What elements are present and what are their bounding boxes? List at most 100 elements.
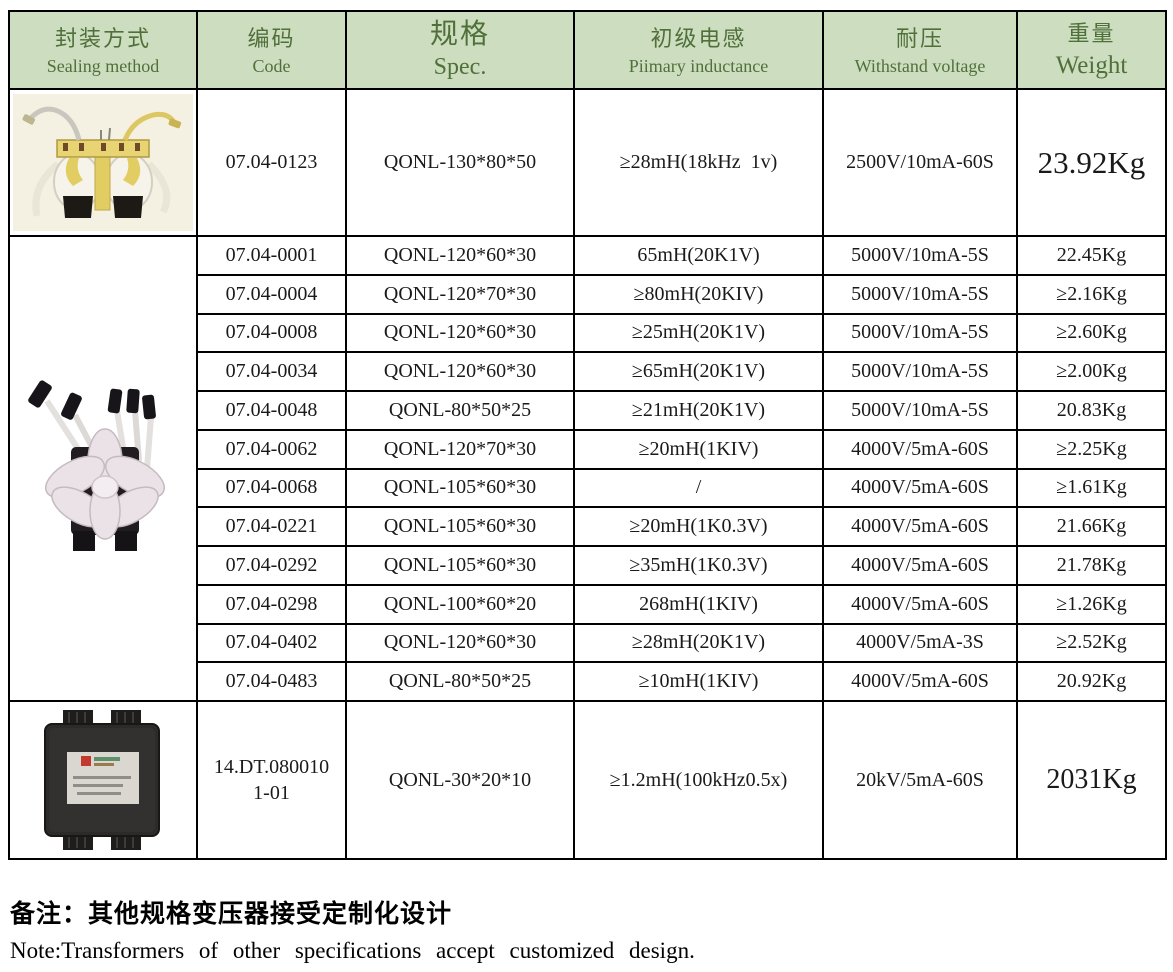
table-row: 07.04-0298 QONL-100*60*20 268mH(1KIV) 40…	[9, 583, 1167, 625]
code-cell: 07.04-0298	[196, 583, 347, 625]
note-chinese: 备注：其他规格变压器接受定制化设计	[10, 900, 453, 928]
weight-value: ≥2.00Kg	[1056, 360, 1127, 383]
weight-cell: ≥1.26Kg	[1016, 583, 1167, 625]
voltage-value: 4000V/5mA-60S	[851, 515, 989, 538]
weight-value: ≥1.61Kg	[1056, 476, 1127, 499]
spec-cell: QONL-120*70*30	[345, 273, 575, 315]
col-header-sealing-method: 封装方式 Sealing method	[8, 10, 198, 90]
col-header-zh: 重量	[1067, 21, 1116, 47]
transformer-photo-1-graphic	[13, 94, 193, 231]
weight-value: ≥1.26Kg	[1056, 592, 1127, 615]
weight-cell: ≥2.60Kg	[1016, 312, 1167, 354]
spec-cell: QONL-130*80*50	[345, 88, 575, 237]
table-row: 07.04-0004 QONL-120*70*30 ≥80mH(20KIV) 5…	[9, 273, 1167, 315]
voltage-cell: 5000V/10mA-5S	[822, 273, 1018, 315]
spec-value: QONL-30*20*10	[388, 768, 532, 791]
table-row: 14.DT.080010 1-01 QONL-30*20*10 ≥1.2mH(1…	[8, 700, 1167, 860]
spec-value: QONL-120*60*30	[383, 631, 537, 654]
code-value: 07.04-0068	[225, 476, 318, 499]
transformer-photo-3-graphic	[11, 704, 195, 856]
voltage-cell: 2500V/10mA-60S	[822, 88, 1018, 237]
voltage-cell: 4000V/5mA-60S	[822, 428, 1018, 470]
code-cell: 07.04-0068	[196, 467, 347, 509]
spec-value: QONL-130*80*50	[383, 151, 537, 173]
voltage-value: 4000V/5mA-60S	[851, 476, 989, 499]
col-header-zh: 初级电感	[650, 25, 747, 51]
voltage-value: 5000V/10mA-5S	[851, 398, 989, 421]
voltage-cell: 5000V/10mA-5S	[822, 390, 1018, 431]
col-header-en: Code	[252, 55, 291, 76]
voltage-cell: 5000V/10mA-5S	[822, 235, 1018, 276]
inductance-value: ≥1.2mH(100kHz0.5x)	[609, 768, 788, 791]
voltage-value: 20kV/5mA-60S	[856, 768, 984, 791]
inductance-cell: ≥35mH(1K0.3V)	[573, 545, 824, 586]
code-cell: 07.04-0123	[196, 88, 347, 237]
voltage-value: 5000V/10mA-5S	[851, 243, 989, 266]
voltage-cell: 4000V/5mA-60S	[822, 583, 1018, 625]
col-header-withstand-voltage: 耐压 Withstand voltage	[822, 10, 1018, 90]
weight-cell: 23.92Kg	[1016, 88, 1167, 237]
inductance-cell: ≥20mH(1KIV)	[573, 428, 824, 470]
yellow-bobbin-transformer-photo	[8, 88, 198, 237]
code-cell: 07.04-0048	[196, 390, 347, 431]
spec-cell: QONL-120*60*30	[345, 351, 575, 392]
weight-value: 2031Kg	[1046, 764, 1137, 795]
weight-value: 20.92Kg	[1056, 670, 1127, 693]
weight-value: 20.83Kg	[1056, 398, 1127, 421]
voltage-value: 4000V/5mA-60S	[851, 437, 989, 460]
table-row: 07.04-0221 QONL-105*60*30 ≥20mH(1K0.3V) …	[9, 506, 1167, 547]
voltage-cell: 4000V/5mA-60S	[822, 506, 1018, 547]
code-cell: 07.04-0034	[196, 351, 347, 392]
voltage-value: 5000V/10mA-5S	[851, 360, 989, 383]
col-header-primary-inductance: 初级电感 Piimary inductance	[573, 10, 824, 90]
inductance-value: ≥25mH(20K1V)	[631, 321, 766, 344]
weight-cell: ≥2.25Kg	[1016, 428, 1167, 470]
col-header-zh: 规格	[429, 19, 490, 51]
spec-cell: QONL-105*60*30	[345, 545, 575, 586]
col-header-zh: 封装方式	[54, 25, 151, 51]
spec-cell: QONL-105*60*30	[345, 467, 575, 509]
table-row: 07.04-0062 QONL-120*70*30 ≥20mH(1KIV) 40…	[9, 428, 1167, 470]
code-value: 07.04-0004	[225, 282, 318, 305]
voltage-value: 4000V/5mA-60S	[851, 592, 989, 615]
inductance-cell: ≥25mH(20K1V)	[573, 312, 824, 354]
inductance-cell: ≥21mH(20K1V)	[573, 390, 824, 431]
spec-cell: QONL-80*50*25	[345, 661, 575, 702]
voltage-value: 4000V/5mA-3S	[856, 631, 984, 654]
col-header-en: Withstand voltage	[854, 55, 986, 76]
note-english: Note:Transformers of other specification…	[10, 938, 695, 963]
footnotes: 备注：其他规格变压器接受定制化设计 Note:Transformers of o…	[10, 894, 1165, 964]
wound-coil-transformer-photo	[8, 235, 198, 702]
weight-value: ≥2.25Kg	[1056, 437, 1127, 460]
spec-value: QONL-100*60*20	[383, 592, 537, 615]
col-header-spec: 规格 Spec.	[345, 10, 575, 90]
code-cell: 07.04-0001	[196, 235, 347, 276]
weight-value: 21.78Kg	[1056, 553, 1127, 576]
spec-value: QONL-120*60*30	[383, 360, 537, 383]
voltage-cell: 5000V/10mA-5S	[822, 312, 1018, 354]
col-header-zh: 编码	[247, 25, 296, 51]
spec-value: QONL-80*50*25	[388, 398, 532, 421]
weight-value: ≥2.16Kg	[1056, 282, 1127, 305]
spec-cell: QONL-105*60*30	[345, 506, 575, 547]
table-row: 07.04-0034 QONL-120*60*30 ≥65mH(20K1V) 5…	[9, 351, 1167, 392]
weight-cell: 22.45Kg	[1016, 235, 1167, 276]
spec-cell: QONL-30*20*10	[345, 700, 575, 860]
inductance-value: ≥65mH(20K1V)	[631, 360, 766, 383]
code-value: 07.04-0034	[225, 360, 318, 383]
inductance-cell: ≥10mH(1KIV)	[573, 661, 824, 702]
code-cell: 07.04-0221	[196, 506, 347, 547]
weight-value: 23.92Kg	[1037, 144, 1146, 180]
transformer-spec-table: 封装方式 Sealing method 编码 Code 规格 Spec. 初级电…	[8, 10, 1167, 860]
inductance-value: ≥28mH(20K1V)	[631, 631, 766, 654]
code-value: 07.04-0123	[225, 151, 318, 173]
voltage-cell: 4000V/5mA-60S	[822, 545, 1018, 586]
inductance-cell: ≥28mH(18kHz 1v)	[573, 88, 824, 237]
inductance-cell: ≥28mH(20K1V)	[573, 622, 824, 664]
table-row: 07.04-0068 QONL-105*60*30 / 4000V/5mA-60…	[9, 467, 1167, 509]
col-header-en: Piimary inductance	[628, 55, 769, 76]
code-value: 07.04-0483	[225, 670, 318, 693]
inductance-value: ≥10mH(1KIV)	[638, 670, 759, 693]
spec-value: QONL-120*70*30	[383, 437, 537, 460]
